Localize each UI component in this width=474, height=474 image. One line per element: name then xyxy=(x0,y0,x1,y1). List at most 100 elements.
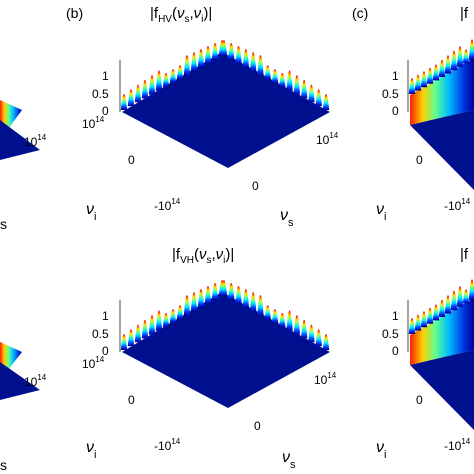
ridge-peak xyxy=(148,75,156,95)
ridge-peak xyxy=(438,59,446,77)
ridge-peak xyxy=(228,43,235,60)
ridge-peak xyxy=(220,280,228,296)
ridge-peak xyxy=(426,307,434,324)
ridge-peak xyxy=(450,50,458,71)
ridge-peak xyxy=(169,69,177,83)
nu-tick-neg: -1014 xyxy=(154,437,181,453)
ridge-peak xyxy=(127,89,135,107)
ridge-peak xyxy=(293,315,301,335)
ridge-peak xyxy=(257,55,264,76)
nu-i-tick-zero: 0 xyxy=(128,393,135,407)
nu-tick-neg: -1014 xyxy=(444,197,471,213)
ridge-peak xyxy=(432,64,440,81)
surface-base xyxy=(122,52,330,168)
nu-i-tick-pos: 1014 xyxy=(82,115,105,131)
ridge-peak xyxy=(120,94,128,110)
ridge-peak xyxy=(264,305,271,320)
ridge-peak xyxy=(235,286,242,304)
z-tick-05: 0.5 xyxy=(382,87,399,101)
z-tick-1: 1 xyxy=(102,309,109,323)
ridge-peak xyxy=(197,49,205,68)
ridge-peak xyxy=(420,71,428,88)
ridge-peak xyxy=(242,49,250,68)
ridge-peak xyxy=(235,46,242,64)
nu-i-tick-zero: 0 xyxy=(416,393,423,407)
surface-ridges xyxy=(120,40,330,110)
ridge-peak xyxy=(322,94,330,110)
ridge-peak xyxy=(162,72,170,87)
ridge-peak xyxy=(414,74,422,91)
axis-subscript-s: s xyxy=(0,457,7,473)
axis-label-nu-i: νi xyxy=(376,201,386,223)
ridge-peak xyxy=(438,299,446,317)
ridge-peak xyxy=(420,311,428,328)
nu-i-tick-zero: 0 xyxy=(128,153,135,167)
nu-tick-neg: -1014 xyxy=(154,197,181,213)
ridge-peak xyxy=(120,334,128,350)
z-tick-0: 0 xyxy=(102,344,109,358)
ridge-peak xyxy=(426,67,434,84)
surface-ridges xyxy=(408,279,474,334)
ridge-peak xyxy=(242,289,250,308)
ridge-peak xyxy=(134,84,142,103)
surface-base xyxy=(410,350,474,430)
ridge-peak xyxy=(293,75,301,95)
ridge-peak xyxy=(456,286,464,307)
panel-a-bottom: 1014 s xyxy=(0,342,47,473)
ridge-peak xyxy=(211,43,219,60)
ridge-peak xyxy=(176,305,184,320)
tick-10-14: 1014 xyxy=(24,373,47,389)
ridge-peak xyxy=(308,84,315,103)
ridge-peak xyxy=(462,289,470,304)
ridge-peak xyxy=(300,319,308,339)
z-tick-05: 0.5 xyxy=(92,327,109,341)
ridge-peak xyxy=(286,70,293,91)
panel-label-b: (b) xyxy=(66,5,83,21)
axis-subscript-s: s xyxy=(0,216,7,232)
z-tick-0: 0 xyxy=(102,104,109,118)
ridge-peak xyxy=(155,310,163,331)
ridge-peak xyxy=(204,46,212,64)
plot-title-c-lower: |f xyxy=(460,246,469,263)
ridge-peak xyxy=(162,312,170,327)
plot-title-c: |f xyxy=(460,5,469,22)
nu-s-tick-pos: 1014 xyxy=(316,131,339,147)
ridge-peak xyxy=(315,329,322,347)
surface-sheet xyxy=(410,58,474,125)
ridge-peak xyxy=(468,39,474,60)
panel-b-top: (b) |fHV(νs,νi)| 1 0.5 0 1014 0 1014 0 -… xyxy=(66,5,339,229)
ridge-peak xyxy=(141,79,149,99)
z-tick-05: 0.5 xyxy=(92,87,109,101)
z-tick-1: 1 xyxy=(392,309,399,323)
surface-ridges xyxy=(408,39,474,94)
nu-s-tick-zero: 0 xyxy=(252,179,259,193)
ridge-peak xyxy=(279,72,286,87)
ridge-peak xyxy=(183,295,191,316)
ridge-peak xyxy=(408,78,416,94)
ridge-peak xyxy=(308,324,315,343)
ridge-peak xyxy=(197,289,205,308)
plot-title-vh: |fVH(νs,νi)| xyxy=(172,246,234,266)
panel-a-top: 1014 s xyxy=(0,100,47,232)
ridge-peak xyxy=(249,292,257,312)
surface-base xyxy=(0,120,40,160)
axis-label-nu-i: νi xyxy=(376,439,386,461)
ridge-peak xyxy=(279,312,286,327)
panel-b-bottom: |fVH(νs,νi)| 1 0.5 0 1014 0 1014 0 -1014… xyxy=(82,246,337,471)
nu-s-tick-pos: 1014 xyxy=(314,371,337,387)
ridge-peak xyxy=(220,40,228,56)
axis-label-nu-i: νi xyxy=(86,439,96,461)
nu-s-tick-zero: 0 xyxy=(254,419,261,433)
ridge-peak xyxy=(176,65,184,80)
z-tick-0: 0 xyxy=(392,344,399,358)
nu-tick-neg: -1014 xyxy=(444,437,471,453)
ridge-peak xyxy=(286,310,293,331)
ridge-peak xyxy=(271,69,279,83)
z-tick-1: 1 xyxy=(392,69,399,83)
surface-base xyxy=(122,292,330,408)
ridge-peak xyxy=(444,295,452,314)
surface-sheet xyxy=(410,298,474,365)
axis-label-nu-i: νi xyxy=(86,201,96,223)
ridge-peak xyxy=(322,334,330,350)
